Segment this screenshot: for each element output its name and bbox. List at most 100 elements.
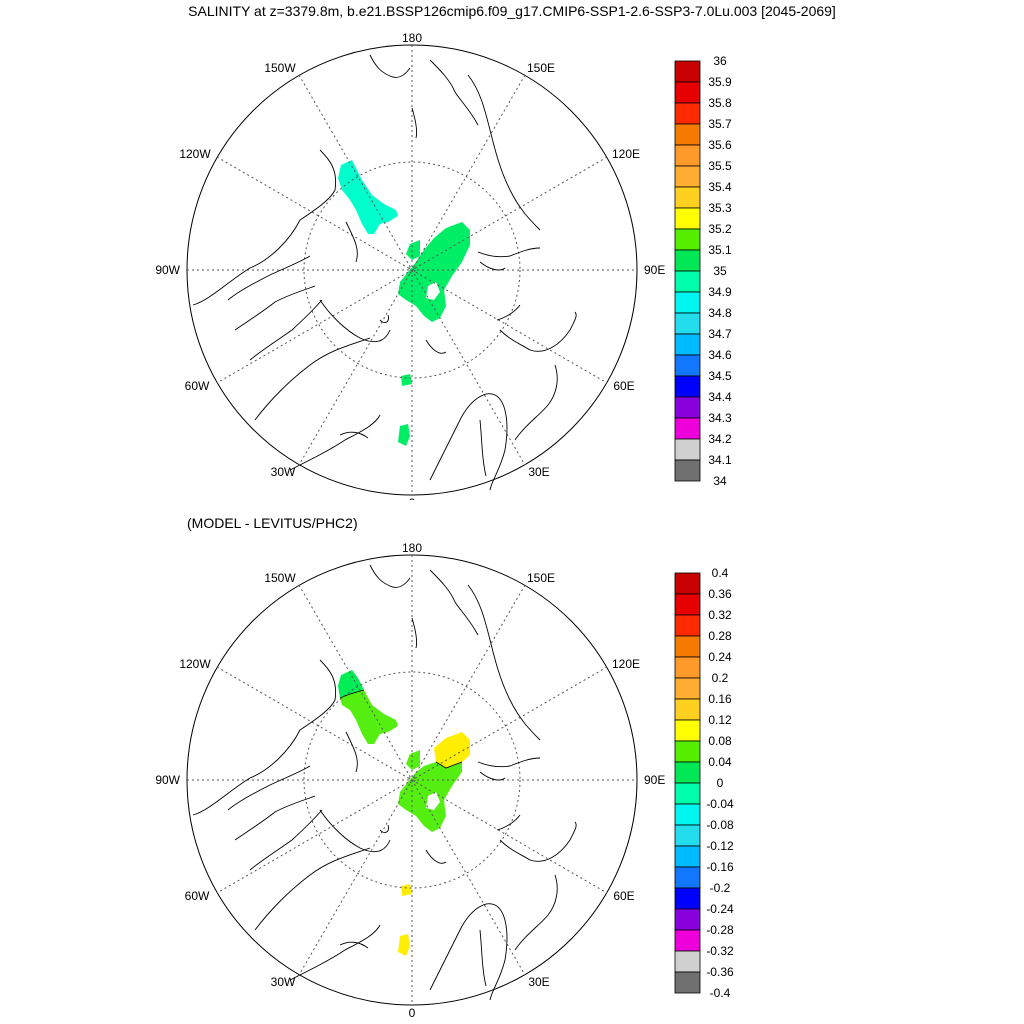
colorbar-tick-label: 35.4: [708, 180, 732, 194]
salinity-panel: 180 0 90W 90E 150W 120W 150E 120E 60W 30…: [0, 0, 1024, 500]
colorbar-swatch: [674, 291, 701, 314]
colorbar-tick-label: 34.7: [708, 327, 732, 341]
salinity-map: 180 0 90W 90E 150W 120W 150E 120E 60W 30…: [155, 31, 732, 500]
difference-map: 180 0 90W 90E 150W 120W 150E 120E 60W 30…: [155, 541, 734, 1020]
colorbar-swatch: [674, 60, 701, 83]
colorbar-tick-label: 34.8: [708, 306, 732, 320]
colorbar-tick-label: -0.04: [706, 797, 734, 811]
colorbar-swatch: [674, 207, 701, 230]
colorbar-swatch: [674, 614, 701, 637]
colorbar-tick-label: 35: [713, 264, 727, 278]
region-lime-cap: [338, 670, 364, 698]
colorbar-tick-label: -0.32: [706, 944, 734, 958]
colorbar-tick-label: -0.24: [706, 902, 734, 916]
colorbar-tick-label: 0.08: [708, 734, 732, 748]
colorbar-tick-label: 0.32: [708, 608, 732, 622]
region-aqua: [338, 160, 398, 234]
region-yellow: [434, 732, 470, 768]
colorbar-swatch: [674, 761, 701, 784]
colorbar-swatch: [674, 782, 701, 805]
colorbar: 0.4 0.36 0.32 0.28 0.24 0.2 0.16 0.12 0.08 0.04 0 -…: [674, 566, 734, 1000]
label-30e: 30E: [528, 465, 549, 479]
colorbar-swatch: [674, 312, 701, 335]
label-30w: 30W: [271, 975, 296, 989]
colorbar-tick-label: 34: [713, 474, 727, 488]
colorbar-swatch: [674, 656, 701, 679]
label-30w: 30W: [271, 465, 296, 479]
colorbar-tick-label: -0.16: [706, 860, 734, 874]
colorbar-swatch: [674, 81, 701, 104]
colorbar: 36 35.9 35.8 35.7 35.6 35.5 35.4 35.3 35.2 35.1 35…: [674, 54, 732, 488]
colorbar-swatch: [674, 803, 701, 826]
coastlines: [192, 564, 577, 1001]
label-120e: 120E: [612, 147, 640, 161]
figure-title: SALINITY at z=3379.8m, b.e21.BSSP126cmip…: [188, 3, 836, 19]
colorbar-tick-label: 34.4: [708, 390, 732, 404]
colorbar-swatch: [674, 866, 701, 889]
colorbar-tick-label: -0.28: [706, 923, 734, 937]
colorbar-tick-label: -0.2: [710, 881, 731, 895]
colorbar-swatch: [674, 333, 701, 356]
colorbar-tick-label: -0.36: [706, 965, 734, 979]
colorbar-tick-label: 35.6: [708, 138, 732, 152]
region-lime-small3: [398, 424, 410, 446]
colorbar-tick-label: 35.3: [708, 201, 732, 215]
label-0: 0: [409, 1006, 416, 1020]
label-60w: 60W: [185, 379, 210, 393]
label-30e: 30E: [528, 975, 549, 989]
colorbar-swatch: [674, 270, 701, 293]
colorbar-tick-label: 0.24: [708, 650, 732, 664]
colorbar-swatch: [674, 635, 701, 658]
colorbar-tick-label: 34.9: [708, 285, 732, 299]
colorbar-tick-label: 35.2: [708, 222, 732, 236]
colorbar-swatch: [674, 249, 701, 272]
colorbar-swatch: [674, 228, 701, 251]
label-60w: 60W: [185, 889, 210, 903]
colorbar-tick-label: -0.08: [706, 818, 734, 832]
colorbar-tick-label: 34.6: [708, 348, 732, 362]
region-green-small: [406, 750, 420, 770]
colorbar-tick-label: 35.8: [708, 96, 732, 110]
colorbar-swatch: [674, 845, 701, 868]
label-90w: 90W: [155, 263, 180, 277]
coastlines: [192, 54, 577, 491]
region-yellow-small2: [398, 934, 410, 956]
colorbar-tick-label: 34.3: [708, 411, 732, 425]
colorbar-tick-label: 0.12: [708, 713, 732, 727]
map-labels: 180 0 90W 90E 150W 120W 150E 120E 60W 30…: [155, 541, 665, 1020]
colorbar-swatch: [674, 593, 701, 616]
colorbar-tick-label: 0.16: [708, 692, 732, 706]
region-green-main: [340, 690, 398, 744]
difference-filled-regions: [338, 670, 470, 956]
label-90w: 90W: [155, 773, 180, 787]
region-lime-small2: [401, 374, 412, 386]
colorbar-swatch: [674, 887, 701, 910]
colorbar-tick-label: 35.9: [708, 75, 732, 89]
label-120w: 120W: [179, 657, 211, 671]
label-0: 0: [409, 496, 416, 500]
colorbar-swatch: [674, 459, 701, 482]
label-150w: 150W: [264, 61, 296, 75]
colorbar-tick-label: 34.1: [708, 453, 732, 467]
label-90e: 90E: [644, 773, 665, 787]
difference-subtitle: (MODEL - LEVITUS/PHC2): [187, 515, 358, 531]
colorbar-swatch: [674, 375, 701, 398]
salinity-filled-regions: [338, 160, 470, 446]
label-120w: 120W: [179, 147, 211, 161]
colorbar-swatch: [674, 698, 701, 721]
label-60e: 60E: [613, 379, 634, 393]
label-180: 180: [402, 31, 422, 45]
difference-panel: 180 0 90W 90E 150W 120W 150E 120E 60W 30…: [0, 510, 1024, 1020]
colorbar-tick-label: 35.7: [708, 117, 732, 131]
label-150w: 150W: [264, 571, 296, 585]
label-60e: 60E: [613, 889, 634, 903]
colorbar-swatch: [674, 144, 701, 167]
colorbar-tick-label: 0.04: [708, 755, 732, 769]
colorbar-swatch: [674, 354, 701, 377]
label-150e: 150E: [527, 571, 555, 585]
colorbar-swatch: [674, 186, 701, 209]
colorbar-swatch: [674, 929, 701, 952]
colorbar-tick-label: 0.36: [708, 587, 732, 601]
colorbar-swatch: [674, 719, 701, 742]
colorbar-swatch: [674, 677, 701, 700]
